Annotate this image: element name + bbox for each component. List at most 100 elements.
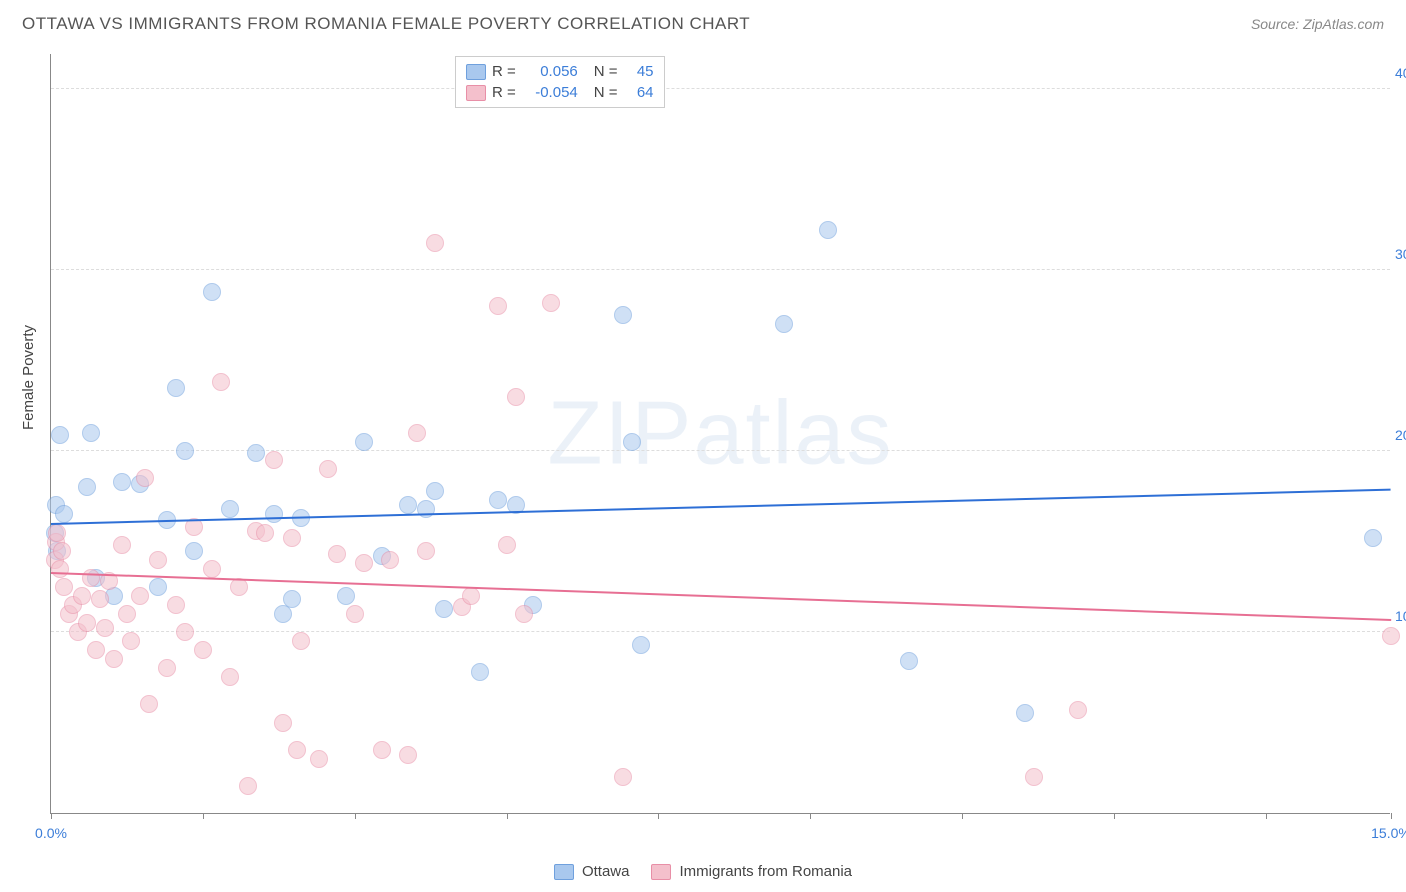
y-axis-label: Female Poverty <box>20 325 37 430</box>
xtick <box>51 813 52 819</box>
data-point <box>346 605 364 623</box>
data-point <box>122 632 140 650</box>
legend-item: Immigrants from Romania <box>651 863 852 880</box>
legend-swatch <box>466 64 486 80</box>
data-point <box>900 652 918 670</box>
ytick-label: 10.0% <box>1395 608 1406 624</box>
watermark: ZIPatlas <box>547 382 893 485</box>
data-point <box>212 373 230 391</box>
data-point <box>426 234 444 252</box>
data-point <box>55 505 73 523</box>
data-point <box>381 551 399 569</box>
data-point <box>113 473 131 491</box>
chart-title: OTTAWA VS IMMIGRANTS FROM ROMANIA FEMALE… <box>22 14 750 34</box>
gridline <box>51 631 1390 632</box>
data-point <box>328 545 346 563</box>
xtick <box>962 813 963 819</box>
data-point <box>265 505 283 523</box>
ytick-label: 40.0% <box>1395 65 1406 81</box>
data-point <box>82 569 100 587</box>
data-point <box>471 663 489 681</box>
ytick-label: 20.0% <box>1395 427 1406 443</box>
data-point <box>1025 768 1043 786</box>
data-point <box>614 768 632 786</box>
data-point <box>319 460 337 478</box>
n-value: 64 <box>624 84 654 101</box>
data-point <box>515 605 533 623</box>
trend-line <box>51 572 1391 621</box>
data-point <box>136 469 154 487</box>
xtick <box>203 813 204 819</box>
data-point <box>408 424 426 442</box>
r-label: R = <box>492 63 516 80</box>
data-point <box>283 590 301 608</box>
data-point <box>140 695 158 713</box>
data-point <box>51 560 69 578</box>
source-label: Source: ZipAtlas.com <box>1251 16 1384 32</box>
data-point <box>167 596 185 614</box>
correlation-legend: R =0.056N =45R =-0.054N =64 <box>455 56 665 108</box>
plot-area: ZIPatlas 10.0%20.0%30.0%40.0%0.0%15.0% <box>50 54 1390 814</box>
legend-label: Immigrants from Romania <box>679 863 852 880</box>
series-legend: Ottawa Immigrants from Romania <box>0 863 1406 880</box>
data-point <box>337 587 355 605</box>
r-value: 0.056 <box>522 63 578 80</box>
data-point <box>623 433 641 451</box>
xtick <box>355 813 356 819</box>
ytick-label: 30.0% <box>1395 246 1406 262</box>
data-point <box>632 636 650 654</box>
data-point <box>507 388 525 406</box>
data-point <box>176 442 194 460</box>
data-point <box>96 619 114 637</box>
data-point <box>426 482 444 500</box>
data-point <box>542 294 560 312</box>
data-point <box>489 491 507 509</box>
data-point <box>113 536 131 554</box>
data-point <box>775 315 793 333</box>
xtick <box>658 813 659 819</box>
data-point <box>158 659 176 677</box>
xtick <box>1266 813 1267 819</box>
data-point <box>203 560 221 578</box>
data-point <box>265 451 283 469</box>
data-point <box>819 221 837 239</box>
gridline <box>51 269 1390 270</box>
r-value: -0.054 <box>522 84 578 101</box>
data-point <box>131 587 149 605</box>
data-point <box>149 578 167 596</box>
data-point <box>167 379 185 397</box>
xtick-label: 0.0% <box>35 825 67 841</box>
title-bar: OTTAWA VS IMMIGRANTS FROM ROMANIA FEMALE… <box>22 14 1384 34</box>
data-point <box>221 668 239 686</box>
data-point <box>185 542 203 560</box>
data-point <box>283 529 301 547</box>
gridline <box>51 88 1390 89</box>
data-point <box>82 424 100 442</box>
data-point <box>51 426 69 444</box>
data-point <box>118 605 136 623</box>
legend-swatch <box>554 864 574 880</box>
xtick <box>1391 813 1392 819</box>
data-point <box>355 554 373 572</box>
data-point <box>310 750 328 768</box>
legend-row: R =0.056N =45 <box>466 61 654 82</box>
data-point <box>256 524 274 542</box>
xtick <box>1114 813 1115 819</box>
legend-swatch <box>651 864 671 880</box>
data-point <box>355 433 373 451</box>
data-point <box>247 444 265 462</box>
legend-row: R =-0.054N =64 <box>466 82 654 103</box>
data-point <box>292 632 310 650</box>
data-point <box>176 623 194 641</box>
n-label: N = <box>594 63 618 80</box>
data-point <box>498 536 516 554</box>
legend-label: Ottawa <box>582 863 630 880</box>
xtick <box>507 813 508 819</box>
data-point <box>194 641 212 659</box>
data-point <box>91 590 109 608</box>
xtick <box>810 813 811 819</box>
data-point <box>149 551 167 569</box>
data-point <box>78 478 96 496</box>
data-point <box>1364 529 1382 547</box>
data-point <box>462 587 480 605</box>
